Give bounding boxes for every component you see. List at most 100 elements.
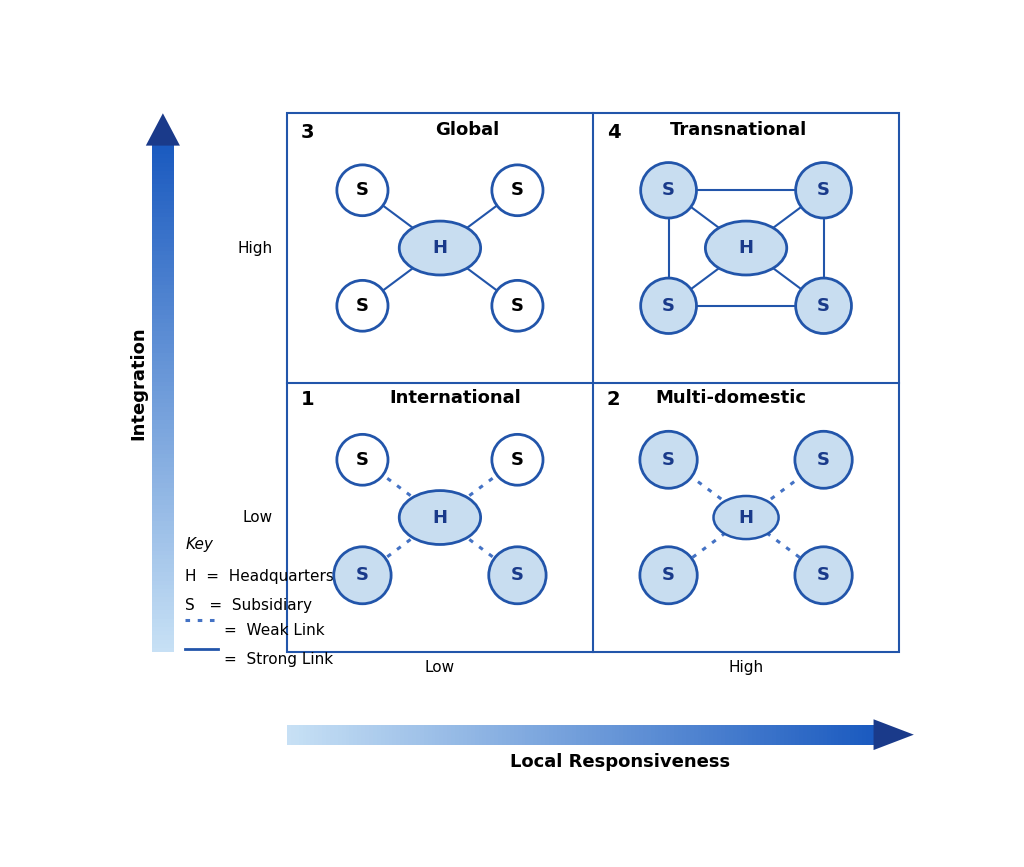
Bar (858, 725, 862, 745)
Bar (690, 725, 694, 745)
Bar (783, 725, 787, 745)
Bar (152, 606, 174, 610)
Bar (314, 725, 318, 745)
Bar (811, 725, 815, 745)
Bar (803, 725, 807, 745)
Bar (152, 424, 174, 428)
Text: S: S (817, 297, 830, 315)
Bar (334, 725, 338, 745)
Bar (152, 466, 174, 471)
Bar (607, 725, 611, 745)
Polygon shape (873, 720, 913, 750)
Bar (826, 725, 830, 745)
Bar (152, 521, 174, 525)
Bar (424, 725, 428, 745)
Bar (152, 564, 174, 568)
Bar (564, 725, 568, 745)
Bar (502, 725, 506, 745)
Bar (498, 725, 502, 745)
Ellipse shape (714, 496, 778, 539)
Bar (152, 555, 174, 559)
Bar (478, 725, 482, 745)
Bar (152, 302, 174, 306)
Bar (568, 725, 572, 745)
Bar (357, 725, 361, 745)
Bar (152, 597, 174, 602)
Bar (561, 725, 565, 745)
Bar (152, 428, 174, 433)
Bar (295, 725, 299, 745)
Text: S: S (511, 181, 524, 199)
Bar (152, 487, 174, 492)
Bar (152, 284, 174, 290)
Bar (152, 525, 174, 530)
Bar (152, 390, 174, 394)
Bar (326, 725, 330, 745)
Bar (152, 627, 174, 631)
Circle shape (795, 547, 852, 603)
Bar (152, 381, 174, 387)
Bar (772, 725, 776, 745)
Bar (581, 725, 585, 745)
Bar (710, 725, 714, 745)
Ellipse shape (399, 491, 480, 544)
Text: S: S (663, 451, 675, 469)
Bar (736, 725, 740, 745)
Bar (439, 725, 443, 745)
Ellipse shape (399, 221, 480, 275)
Bar (600, 725, 604, 745)
Bar (865, 725, 869, 745)
Bar (850, 725, 854, 745)
Bar (152, 352, 174, 356)
Bar (152, 631, 174, 636)
Bar (467, 725, 471, 745)
Text: Multi-domestic: Multi-domestic (655, 389, 806, 407)
Bar (152, 166, 174, 171)
Text: S: S (356, 566, 369, 584)
Circle shape (337, 165, 388, 216)
Circle shape (488, 547, 546, 603)
Circle shape (334, 547, 391, 603)
Bar (381, 725, 385, 745)
Bar (549, 725, 553, 745)
Bar (663, 725, 667, 745)
Bar (796, 725, 800, 745)
Bar (152, 593, 174, 597)
Bar (152, 643, 174, 648)
Circle shape (337, 280, 388, 331)
Bar (686, 725, 690, 745)
Bar (588, 725, 592, 745)
Bar (152, 361, 174, 365)
Bar (521, 725, 525, 745)
Bar (495, 725, 499, 745)
Bar (392, 725, 396, 745)
Bar (514, 725, 518, 745)
Bar (152, 420, 174, 424)
Bar (431, 725, 436, 745)
Bar (152, 411, 174, 416)
Bar (740, 725, 744, 745)
Bar (538, 725, 542, 745)
Bar (152, 505, 174, 509)
Bar (584, 725, 588, 745)
Circle shape (640, 431, 697, 488)
Bar (435, 725, 439, 745)
Bar (518, 725, 522, 745)
Bar (482, 725, 486, 745)
Bar (529, 725, 534, 745)
Bar (318, 725, 323, 745)
Bar (506, 725, 510, 745)
Bar (650, 725, 654, 745)
Bar (486, 725, 490, 745)
Bar (420, 725, 424, 745)
Bar (670, 725, 675, 745)
Bar (152, 318, 174, 323)
Bar (152, 610, 174, 615)
Text: Low: Low (243, 510, 273, 525)
Bar (152, 238, 174, 243)
Bar (474, 725, 479, 745)
Bar (152, 407, 174, 412)
Bar (615, 725, 620, 745)
Bar (843, 725, 847, 745)
Bar (152, 403, 174, 407)
